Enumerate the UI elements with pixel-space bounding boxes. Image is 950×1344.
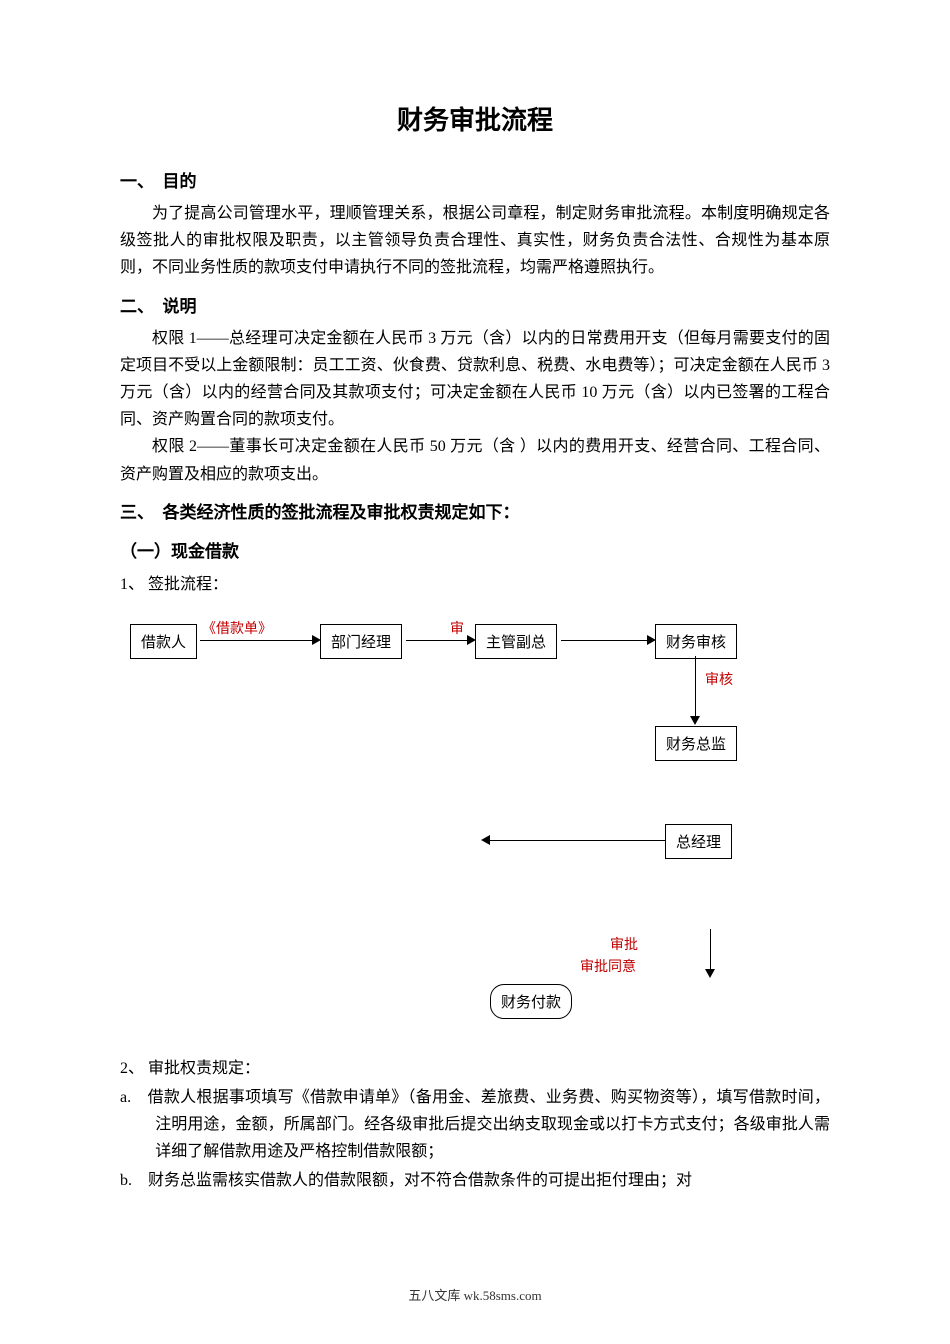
rule-b: b. 财务总监需核实借款人的借款限额，对不符合借款条件的可提出拒付理由；对 [120, 1167, 830, 1194]
arrow-3-head [647, 635, 656, 645]
rule-a: a. 借款人根据事项填写《借款申请单》（备用金、差旅费、业务费、购买物资等），填… [120, 1084, 830, 1166]
arrow-2-head [467, 635, 476, 645]
arrow-1-head [312, 635, 321, 645]
node-borrower: 借款人 [130, 624, 197, 659]
arrow-5 [490, 840, 665, 841]
edge-label-4: 审批 [610, 934, 638, 954]
flow-item-2: 2、 审批权责规定： [120, 1054, 830, 1078]
node-finance-review: 财务审核 [655, 624, 737, 659]
arrow-4-head [690, 716, 700, 725]
section-1-heading: 一、 目的 [120, 167, 830, 192]
flow-item-1: 1、 签批流程： [120, 570, 830, 594]
flowchart: 借款人 部门经理 主管副总 财务审核 《借款单》 审 审核 财务总监 总经理 审… [120, 614, 830, 1044]
node-cfo: 财务总监 [655, 726, 737, 761]
section-2-p1: 权限 1——总经理可决定金额在人民币 3 万元（含）以内的日常费用开支（但每月需… [120, 325, 830, 434]
arrow-4 [695, 656, 696, 716]
edge-label-3: 审核 [705, 669, 733, 689]
section-2-heading: 二、 说明 [120, 292, 830, 317]
arrow-6-head [705, 969, 715, 978]
section-3-heading: 三、 各类经济性质的签批流程及审批权责规定如下： [120, 498, 830, 523]
node-pay: 财务付款 [490, 984, 572, 1019]
section-2-p2: 权限 2——董事长可决定金额在人民币 50 万元（含 ）以内的费用开支、经营合同… [120, 433, 830, 487]
subsection-1-heading: （一）现金借款 [120, 537, 830, 562]
page-title: 财务审批流程 [120, 100, 830, 137]
edge-label-5: 审批同意 [580, 956, 636, 976]
edge-label-2: 审 [450, 618, 464, 638]
arrow-5-head [481, 835, 490, 845]
node-dept-manager: 部门经理 [320, 624, 402, 659]
arrow-2 [406, 640, 467, 641]
edge-label-1: 《借款单》 [202, 618, 272, 638]
arrow-6 [710, 929, 711, 969]
arrow-3 [561, 640, 647, 641]
section-1-body: 为了提高公司管理水平，理顺管理关系，根据公司章程，制定财务审批流程。本制度明确规… [120, 200, 830, 282]
page-footer: 五八文库 wk.58sms.com [0, 1285, 950, 1304]
node-vp: 主管副总 [475, 624, 557, 659]
node-gm: 总经理 [665, 824, 732, 859]
arrow-1 [200, 640, 312, 641]
